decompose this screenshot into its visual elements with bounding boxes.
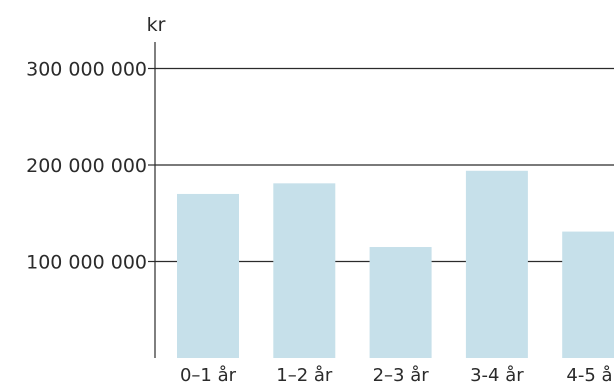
y-axis-unit-label: kr [147,14,166,36]
y-tick-label: 200 000 000 [26,155,147,177]
y-tick-label: 100 000 000 [26,252,147,274]
x-tick-label: 4-5 år [566,365,614,383]
bar [562,231,614,358]
x-tick-label: 1–2 år [276,365,333,383]
x-tick-label: 2–3 år [373,365,430,383]
y-tick-label: 300 000 000 [26,59,147,81]
bar [273,183,336,358]
bar [177,193,239,358]
x-tick-label: 3-4 år [470,365,524,383]
bar [369,247,432,358]
x-tick-labels: 0–1 år 1–2 år 2–3 år 3-4 år 4-5 år [180,365,614,383]
bars [177,170,614,358]
x-tick-label: 0–1 år [180,365,237,383]
y-tick-labels: 100 000 000 200 000 000 300 000 000 [26,59,147,274]
bar [465,170,528,358]
